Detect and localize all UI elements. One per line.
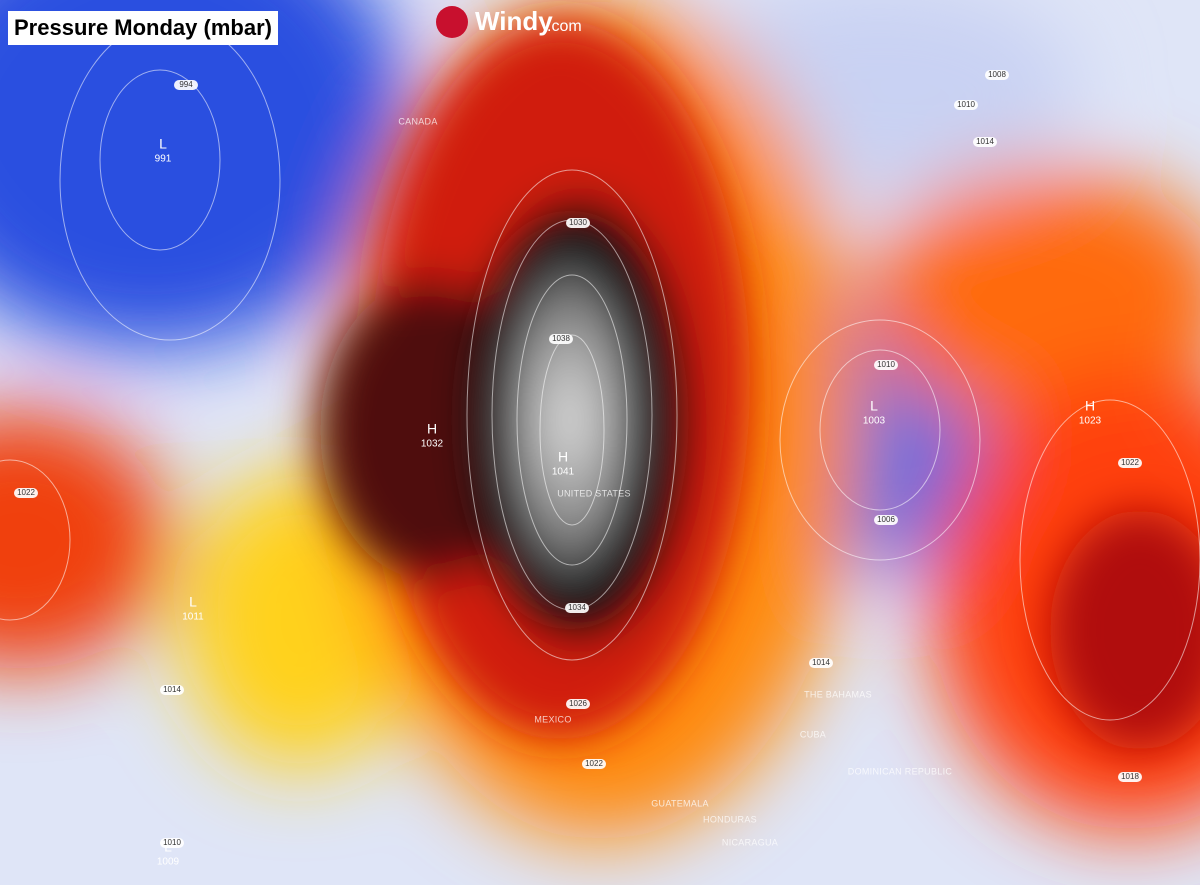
- place-name: CUBA: [800, 729, 826, 739]
- isobar-label: 1008: [988, 70, 1006, 79]
- isobar-label-bg: [566, 218, 590, 228]
- place-name: HONDURAS: [703, 814, 757, 824]
- isobar-label: 1010: [957, 100, 975, 109]
- isobar-label: 1018: [1121, 772, 1139, 781]
- place-name: MEXICO: [534, 714, 571, 724]
- isobar-label: 1034: [568, 603, 586, 612]
- isobar-label-bg: [566, 699, 590, 709]
- center-value: 1041: [552, 467, 575, 478]
- place-name: NICARAGUA: [722, 837, 778, 847]
- isobar-label-bg: [549, 334, 573, 344]
- place-name: UNITED STATES: [557, 488, 631, 498]
- isobar-label-bg: [1118, 458, 1142, 468]
- isobar-label: 994: [179, 80, 193, 89]
- center-value: 1023: [1079, 416, 1102, 427]
- isobar-label: 1014: [976, 137, 994, 146]
- isobar-label: 1038: [552, 334, 570, 343]
- isobar-label-bg: [174, 80, 198, 90]
- isobar-label: 1010: [877, 360, 895, 369]
- center-letter: H: [427, 421, 437, 437]
- isobar-label-bg: [565, 603, 589, 613]
- center-letter: L: [189, 594, 197, 610]
- center-value: 1003: [863, 416, 886, 427]
- isobar-label: 1006: [877, 515, 895, 524]
- isobar-label-bg: [874, 360, 898, 370]
- isobar-label: 1022: [1121, 458, 1139, 467]
- center-letter: L: [159, 136, 167, 152]
- isobar-label: 1010: [163, 838, 181, 847]
- isobar-label: 1014: [163, 685, 181, 694]
- brand-suffix: .com: [547, 18, 582, 35]
- center-value: 991: [155, 154, 172, 165]
- isobar-label-bg: [809, 658, 833, 668]
- isobar-label-bg: [985, 70, 1009, 80]
- place-name: GUATEMALA: [651, 798, 709, 808]
- map-labels: L991H1032H1041L1003H1023L1011L1009994100…: [14, 70, 1142, 868]
- isobar-label-bg: [1118, 772, 1142, 782]
- center-letter: L: [870, 398, 878, 414]
- center-letter: H: [558, 449, 568, 465]
- place-name: CANADA: [398, 116, 437, 126]
- isobar-label-bg: [582, 759, 606, 769]
- brand: Windy: [475, 6, 553, 36]
- windy-logo: Windy .com: [436, 6, 582, 38]
- center-value: 1009: [157, 857, 180, 868]
- isobar-label: 1022: [17, 488, 35, 497]
- center-letter: H: [1085, 398, 1095, 414]
- center-value: 1032: [421, 439, 444, 450]
- isobar-label: 1030: [569, 218, 587, 227]
- isobar-label-bg: [973, 137, 997, 147]
- isobar-label: 1022: [585, 759, 603, 768]
- isobar-label: 1026: [569, 699, 587, 708]
- isobar-label-bg: [14, 488, 38, 498]
- isobar-label-bg: [160, 685, 184, 695]
- center-value: 1011: [182, 612, 204, 623]
- isobar-label-bg: [954, 100, 978, 110]
- place-name: THE BAHAMAS: [804, 689, 872, 699]
- isobar-label-bg: [160, 838, 184, 848]
- place-name: DOMINICAN REPUBLIC: [848, 766, 953, 776]
- isobar-label-bg: [874, 515, 898, 525]
- isobar-label: 1014: [812, 658, 830, 667]
- map-title: Pressure Monday (mbar): [8, 11, 278, 45]
